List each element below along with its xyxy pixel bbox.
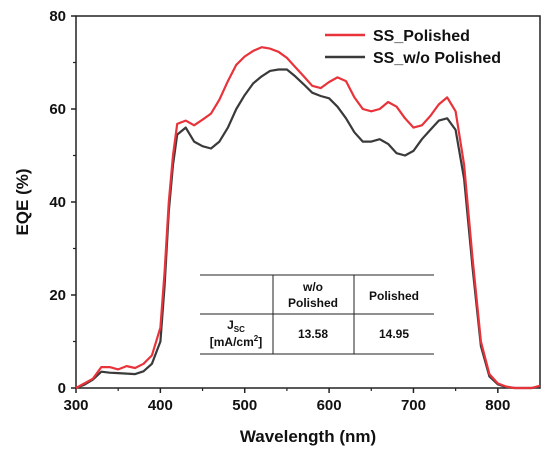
axes: 300 400 500 600 700 800 0 20 40 60 80 Wavelength (n… [13, 8, 541, 446]
series-line-ss-w-o-polished [75, 68, 541, 390]
y-tick-label: 80 [49, 8, 66, 25]
series-line-ss-polished [75, 46, 541, 390]
table-row-label-jsc: JSC [227, 318, 245, 334]
table-header-wo-polished: w/o Polished [288, 280, 338, 310]
x-tick-label: 700 [401, 397, 426, 414]
y-tick-label: 40 [49, 194, 66, 211]
table-value-wo-polished: 13.58 [298, 327, 328, 341]
x-tick-label: 300 [63, 397, 88, 414]
series-group [75, 46, 541, 390]
x-tick-label: 600 [317, 397, 342, 414]
x-tick-label: 800 [485, 397, 510, 414]
y-axis-title: EQE (%) [13, 168, 32, 235]
jsc-table: w/o Polished Polished JSC [mA/cm2] 13.58 … [200, 274, 434, 355]
x-axis-title: Wavelength (nm) [240, 427, 376, 446]
x-tick-label: 400 [148, 397, 173, 414]
y-tick-label: 0 [58, 380, 66, 397]
y-tick-label: 20 [49, 287, 66, 304]
legend-label-ss-polished: SS_Polished [373, 28, 470, 45]
table-header-polished: Polished [369, 289, 419, 303]
table-value-polished: 14.95 [379, 327, 409, 341]
table-row-label-unit: [mA/cm2] [210, 334, 262, 349]
legend-label-ss-w-o-polished: SS_w/o Polished [373, 50, 501, 67]
x-tick-label: 500 [232, 397, 257, 414]
y-tick-label: 60 [49, 101, 66, 118]
legend: SS_Polished SS_w/o Polished [325, 28, 501, 67]
